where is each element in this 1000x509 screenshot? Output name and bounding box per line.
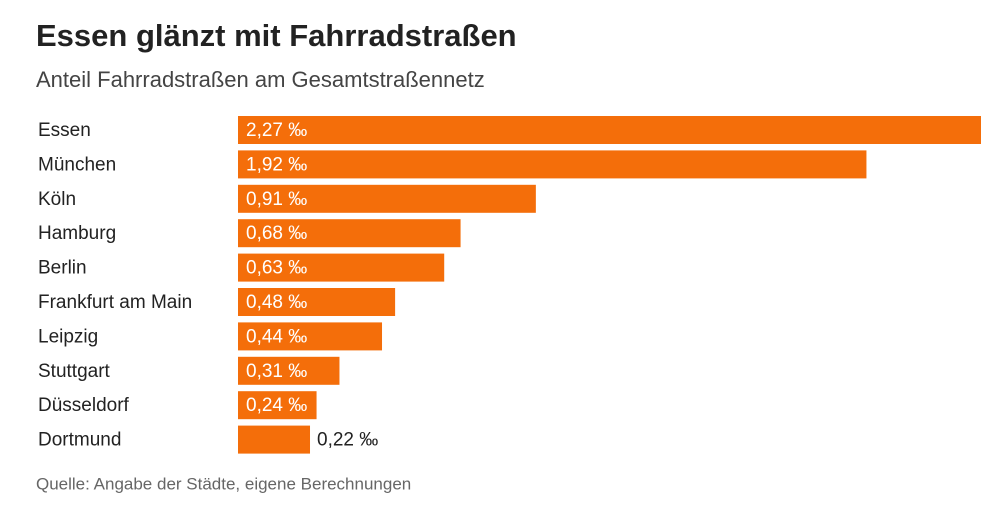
bar <box>238 253 445 282</box>
bar <box>238 116 981 144</box>
bar <box>238 184 536 213</box>
bar <box>238 219 461 248</box>
category-label: Berlin <box>38 258 87 279</box>
bar <box>238 288 396 316</box>
category-label: Leipzig <box>38 326 98 347</box>
value-label: 2,27 ‰ <box>246 120 307 141</box>
chart-title: Essen glänzt mit Fahrradstraßen <box>36 18 517 53</box>
value-label: 0,22 ‰ <box>317 430 378 451</box>
chart-subtitle: Anteil Fahrradstraßen am Gesamtstraßenne… <box>36 67 485 92</box>
source-note: Quelle: Angabe der Städte, eigene Berech… <box>36 474 411 493</box>
category-label: Düsseldorf <box>38 395 130 416</box>
value-label: 0,24 ‰ <box>246 395 307 416</box>
category-label: Dortmund <box>38 430 121 451</box>
bar <box>238 425 311 454</box>
value-label: 0,48 ‰ <box>246 292 307 313</box>
category-label: München <box>38 154 116 175</box>
category-label: Köln <box>38 189 76 210</box>
value-label: 0,31 ‰ <box>246 361 307 382</box>
category-label: Stuttgart <box>38 361 111 382</box>
bar <box>238 391 317 420</box>
value-label: 1,92 ‰ <box>246 154 307 175</box>
value-label: 0,44 ‰ <box>246 326 307 347</box>
category-label: Essen <box>38 120 91 141</box>
value-label: 0,91 ‰ <box>246 189 307 210</box>
category-label: Hamburg <box>38 223 116 244</box>
bar <box>238 322 383 351</box>
bar <box>238 356 340 385</box>
category-label: Frankfurt am Main <box>38 292 192 313</box>
value-label: 0,68 ‰ <box>246 223 307 244</box>
value-label: 0,63 ‰ <box>246 258 307 279</box>
bar <box>238 150 867 179</box>
